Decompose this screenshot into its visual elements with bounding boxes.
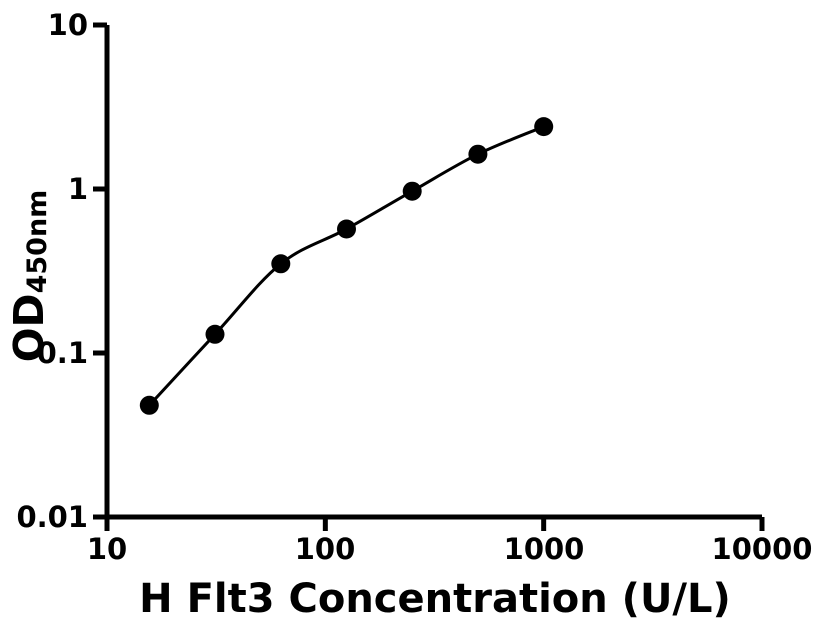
y-tick-label-0.01: 0.01: [16, 500, 88, 534]
y-axis-title-main: OD: [4, 293, 53, 363]
data-point: [534, 117, 554, 137]
data-point: [337, 219, 356, 239]
y-tick-label-10: 10: [47, 8, 88, 42]
data-point: [402, 181, 422, 201]
y-axis-title-subscript: 450nm: [22, 189, 54, 294]
data-point: [271, 254, 291, 274]
x-tick-label-100: 100: [294, 532, 356, 566]
data-point: [139, 395, 159, 415]
fit-curve: [148, 125, 545, 407]
x-tick-label-10000: 10000: [711, 532, 813, 566]
y-tick-label-1: 1: [67, 172, 88, 206]
y-tick-label-0.1: 0.1: [36, 336, 88, 370]
x-tick-label-1000: 1000: [503, 532, 585, 566]
x-axis-title: H Flt3 Concentration (U/L): [139, 576, 731, 622]
x-tick-label-10: 10: [86, 532, 128, 566]
data-point: [468, 144, 488, 164]
data-point: [205, 324, 225, 344]
y-axis-title-text: OD450nm: [5, 190, 53, 363]
axis-spines: [104, 25, 762, 520]
